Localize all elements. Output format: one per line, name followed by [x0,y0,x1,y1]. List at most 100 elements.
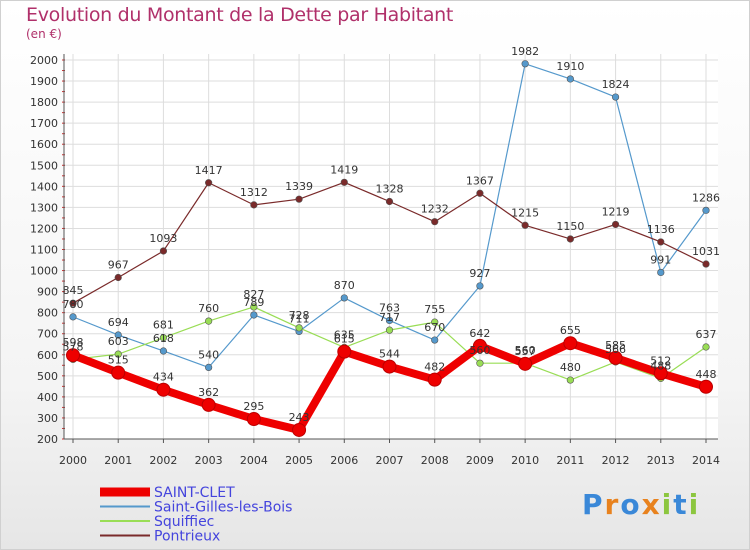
data-label-3: 845 [63,284,84,297]
data-label-3: 1328 [376,182,404,195]
data-label-0: 598 [63,336,84,349]
data-label-1: 927 [469,267,490,280]
data-label-3: 1136 [647,223,675,236]
logo-letter: i [661,488,674,521]
data-label-0: 515 [108,354,129,367]
legend-label-3: Pontrieux [154,529,220,545]
data-point-1 [114,331,122,339]
data-point-3 [114,273,122,282]
proxiti-logo: Proxiti [582,488,700,521]
data-label-2: 566 [605,343,626,356]
data-point-2 [702,343,710,351]
data-point-0 [563,336,578,351]
data-point-3 [431,218,439,226]
data-point-2 [476,359,484,367]
data-point-0 [111,365,126,380]
data-label-0: 642 [469,327,490,340]
y-tick-label: 1900 [30,75,58,88]
x-tick-label: 2001 [104,454,132,467]
x-tick-label: 2007 [376,454,404,467]
y-tick-label: 2000 [30,54,58,67]
y-tick-label: 800 [37,307,58,320]
data-point-3 [159,247,168,255]
x-tick-label: 2010 [511,454,539,467]
data-label-2: 560 [515,344,536,357]
data-point-1 [159,347,168,355]
y-tick-label: 1200 [30,222,58,235]
data-point-3 [476,189,484,197]
data-point-0 [518,356,533,371]
data-label-1: 1982 [511,45,539,58]
data-point-2 [566,376,574,384]
data-point-3 [657,238,665,246]
data-point-3 [385,197,394,206]
data-point-3 [205,179,213,187]
y-tick-label: 500 [37,370,58,383]
data-label-1: 1824 [602,78,630,91]
data-point-1 [205,363,213,372]
data-label-2: 488 [650,359,671,372]
data-point-3 [340,178,348,186]
data-point-1 [385,316,394,325]
data-point-1 [476,282,484,290]
x-tick-label: 2005 [285,454,313,467]
data-label-2: 637 [696,328,717,341]
data-label-0: 434 [153,371,174,384]
data-label-1: 540 [198,348,219,361]
y-tick-label: 700 [37,328,58,341]
y-tick-label: 1400 [30,180,58,193]
x-tick-label: 2009 [466,454,494,467]
legend-label-1: Saint-Gilles-les-Bois [154,500,292,516]
y-tick-label: 1700 [30,117,58,130]
y-tick-label: 1100 [30,244,58,257]
y-tick-label: 1000 [30,265,58,278]
data-point-3 [521,221,529,229]
logo-letter: t [673,488,689,521]
data-point-3 [702,260,710,268]
data-label-0: 585 [605,339,626,352]
y-tick-label: 1500 [30,159,58,172]
y-tick-label: 400 [37,391,58,404]
data-label-3: 967 [108,259,129,272]
data-label-2: 578 [63,340,84,353]
data-label-0: 615 [334,333,355,346]
data-label-3: 1312 [240,186,268,199]
x-tick-label: 2013 [647,454,675,467]
data-point-3 [295,195,303,203]
data-label-3: 1219 [602,205,630,218]
data-point-2 [205,317,213,325]
y-tick-label: 300 [37,412,58,425]
data-label-3: 1150 [556,220,584,233]
chart-title: Evolution du Montant de la Dette par Hab… [26,4,454,26]
data-point-1 [566,75,574,83]
data-label-0: 655 [560,324,581,337]
data-label-0: 557 [515,345,536,358]
data-point-1 [250,311,258,319]
data-point-0 [608,350,623,365]
data-point-3 [250,201,258,209]
data-point-1 [521,60,529,68]
legend-label-0: SAINT-CLET [154,485,235,501]
data-label-3: 1339 [285,180,313,193]
plot-area [64,54,718,439]
data-label-1: 870 [334,279,355,292]
chart-unit: (en €) [26,27,62,41]
data-label-1: 694 [108,316,129,329]
data-point-2 [114,350,122,358]
legend-label-2: Squiffiec [154,514,214,530]
data-point-0 [201,397,216,412]
data-label-2: 603 [108,335,129,348]
data-label-3: 1367 [466,174,494,187]
data-label-2: 717 [379,311,400,324]
y-tick-label: 200 [37,433,58,446]
data-point-0 [472,338,487,353]
x-tick-label: 2000 [59,454,87,467]
data-point-1 [340,294,348,302]
x-tick-label: 2006 [330,454,358,467]
data-label-0: 243 [289,411,310,424]
data-point-0 [66,348,80,363]
data-label-2: 480 [560,361,581,374]
data-label-0: 512 [650,354,671,367]
data-point-0 [653,366,668,381]
x-tick-label: 2002 [149,454,177,467]
